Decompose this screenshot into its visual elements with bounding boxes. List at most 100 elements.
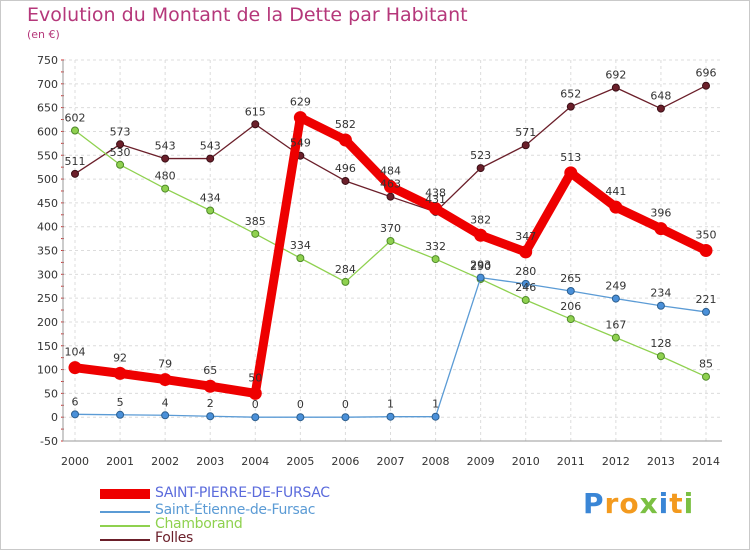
y-tick-label: 600 (37, 125, 58, 138)
data-point (158, 373, 172, 387)
data-label: 280 (515, 265, 536, 278)
legend-label: Folles (155, 530, 194, 546)
data-point (656, 104, 665, 113)
data-label: 385 (245, 215, 266, 228)
proxiti-logo: Proxiti (583, 487, 694, 520)
data-label: 513 (560, 151, 581, 164)
data-label: 0 (297, 398, 304, 411)
legend-swatch (100, 489, 150, 499)
data-point (206, 154, 215, 163)
data-point (161, 411, 170, 420)
logo-letter: o (619, 487, 640, 520)
data-point (116, 140, 125, 149)
x-tick-label: 2004 (241, 455, 269, 468)
data-label: 104 (65, 346, 86, 359)
legend-label: SAINT-PIERRE-DE-FURSAC (155, 485, 330, 501)
data-point (431, 412, 440, 421)
data-label: 350 (696, 229, 717, 242)
data-point (386, 192, 395, 201)
data-point (71, 410, 79, 419)
data-point (71, 126, 79, 135)
x-tick-label: 2006 (331, 455, 359, 468)
data-label: 206 (560, 300, 581, 313)
x-tick-label: 2012 (602, 455, 630, 468)
y-tick-label: 150 (37, 340, 58, 353)
data-point (206, 412, 215, 421)
data-point (611, 333, 620, 342)
logo-letter: P (583, 487, 605, 520)
data-label: 511 (65, 155, 86, 168)
data-point (611, 294, 620, 303)
data-label: 484 (380, 165, 401, 178)
data-label: 463 (380, 178, 401, 191)
y-tick-label: 250 (37, 292, 58, 305)
data-point (654, 222, 668, 236)
data-label: 549 (290, 137, 311, 150)
legend-swatch (100, 539, 150, 541)
legend-swatch (100, 511, 150, 513)
data-label: 347 (515, 230, 536, 243)
data-point (474, 228, 488, 242)
data-point (116, 160, 125, 169)
data-label: 2 (207, 397, 214, 410)
data-point (429, 202, 443, 216)
data-label: 293 (470, 259, 491, 272)
x-tick-label: 2007 (377, 455, 405, 468)
y-tick-label: 350 (37, 245, 58, 258)
legend-label: Chamborand (155, 516, 243, 532)
y-tick-label: 550 (37, 149, 58, 162)
data-label: 167 (605, 319, 626, 332)
data-label: 571 (515, 126, 536, 139)
y-tick-label: 700 (37, 78, 58, 91)
data-label: 65 (203, 364, 217, 377)
data-label: 5 (117, 396, 124, 409)
x-tick-label: 2010 (512, 455, 540, 468)
data-point (656, 352, 665, 361)
legend-swatch (100, 525, 150, 527)
data-point (341, 413, 350, 422)
data-label: 85 (699, 358, 713, 371)
y-tick-label: 650 (37, 102, 58, 115)
y-tick-label: 500 (37, 173, 58, 186)
data-label: 434 (200, 191, 221, 204)
x-tick-label: 2011 (557, 455, 585, 468)
line-chart: -500501001502002503003504004505005506006… (37, 54, 722, 468)
data-point (251, 229, 260, 238)
data-point (564, 166, 578, 180)
data-point (293, 111, 307, 125)
data-point (206, 206, 215, 215)
data-point (521, 141, 530, 150)
data-point (702, 81, 710, 90)
data-point (161, 154, 170, 163)
data-label: 334 (290, 239, 311, 252)
data-point (116, 410, 125, 419)
data-label: 648 (650, 90, 671, 103)
data-point (203, 379, 217, 393)
data-point (702, 372, 710, 381)
data-point (431, 255, 440, 264)
data-point (566, 102, 575, 111)
data-point (519, 245, 533, 259)
data-point (521, 296, 530, 305)
data-label: 615 (245, 105, 266, 118)
data-label: 480 (155, 170, 176, 183)
x-tick-label: 2001 (106, 455, 134, 468)
y-tick-label: 400 (37, 221, 58, 234)
y-tick-label: 450 (37, 197, 58, 210)
chart-subtitle: (en €) (27, 28, 60, 41)
data-label: 543 (200, 140, 221, 153)
data-label: 396 (650, 207, 671, 220)
data-point (609, 200, 623, 214)
data-label: 602 (65, 111, 86, 124)
data-label: 246 (515, 281, 536, 294)
data-label: 382 (470, 213, 491, 226)
y-tick-label: 50 (44, 387, 58, 400)
data-point (248, 386, 262, 400)
logo-letter: r (604, 487, 620, 520)
data-label: 582 (335, 118, 356, 131)
data-label: 4 (162, 396, 169, 409)
data-label: 530 (110, 146, 131, 159)
data-label: 290 (470, 260, 491, 273)
x-tick-label: 2014 (692, 455, 720, 468)
data-label: 6 (72, 395, 79, 408)
